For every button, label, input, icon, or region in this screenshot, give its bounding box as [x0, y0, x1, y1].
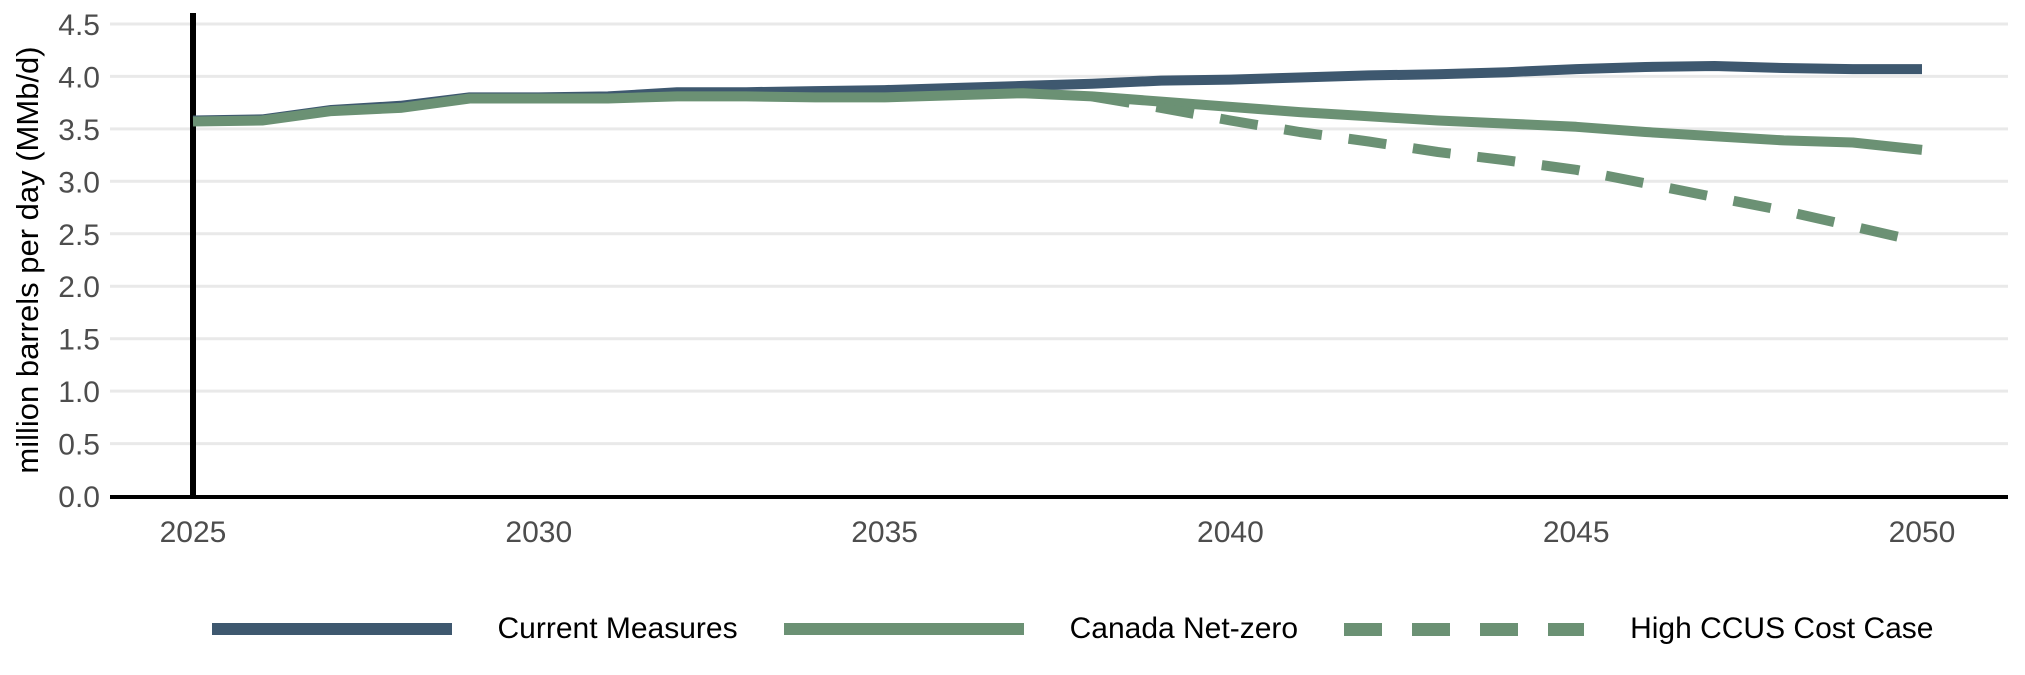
- legend-swatch-high-ccus-cost-case: [1344, 622, 1585, 636]
- y-tick-label: 4.5: [58, 9, 100, 42]
- legend-swatch-canada-net-zero: [783, 623, 1024, 635]
- legend-item-current-measures: Current Measures: [211, 612, 738, 646]
- x-tick-label: 2035: [851, 516, 918, 549]
- legend-label: Canada Net-zero: [1069, 612, 1299, 645]
- x-tick-label: 2050: [1889, 516, 1956, 549]
- production-line-chart: million barrels per day (MMb/d) 0.0 0.5 1.…: [10, 9, 2008, 549]
- series-line-canada-net-zero: [192, 88, 1923, 155]
- y-tick-label: 4.0: [58, 61, 100, 94]
- series-line-high-ccus-cost-case: [1091, 91, 1924, 248]
- y-tick-label: 0.5: [58, 429, 100, 462]
- legend-swatch-current-measures: [211, 623, 452, 635]
- series-layer: [192, 61, 1924, 248]
- y-tick-label: 2.5: [58, 219, 100, 252]
- x-tick-label: 2025: [160, 516, 227, 549]
- legend-label: Current Measures: [497, 612, 738, 645]
- y-tick-label: 3.5: [58, 114, 100, 147]
- legend-item-high-ccus-cost-case: High CCUS Cost Case: [1344, 612, 1934, 646]
- gridlines-layer: [110, 22, 2008, 446]
- legend-item-canada-net-zero: Canada Net-zero: [783, 612, 1299, 646]
- chart-legend: Current Measures Canada Net-zero High CC…: [120, 612, 2025, 646]
- y-tick-label: 1.5: [58, 324, 100, 357]
- y-axis-title: million barrels per day (MMb/d): [10, 46, 45, 473]
- y-tick-label: 0.0: [58, 481, 100, 514]
- x-tick-label: 2030: [505, 516, 572, 549]
- y-tick-label: 3.0: [58, 166, 100, 199]
- x-tick-label: 2045: [1543, 516, 1610, 549]
- tick-labels-layer: 0.0 0.5 1.0 1.5 2.0 2.5 3.0 3.5 4.0 4.5 2025 2030 20…: [58, 9, 1955, 549]
- y-tick-label: 2.0: [58, 271, 100, 304]
- x-tick-label: 2040: [1197, 516, 1264, 549]
- legend-label: High CCUS Cost Case: [1630, 612, 1934, 645]
- y-tick-label: 1.0: [58, 376, 100, 409]
